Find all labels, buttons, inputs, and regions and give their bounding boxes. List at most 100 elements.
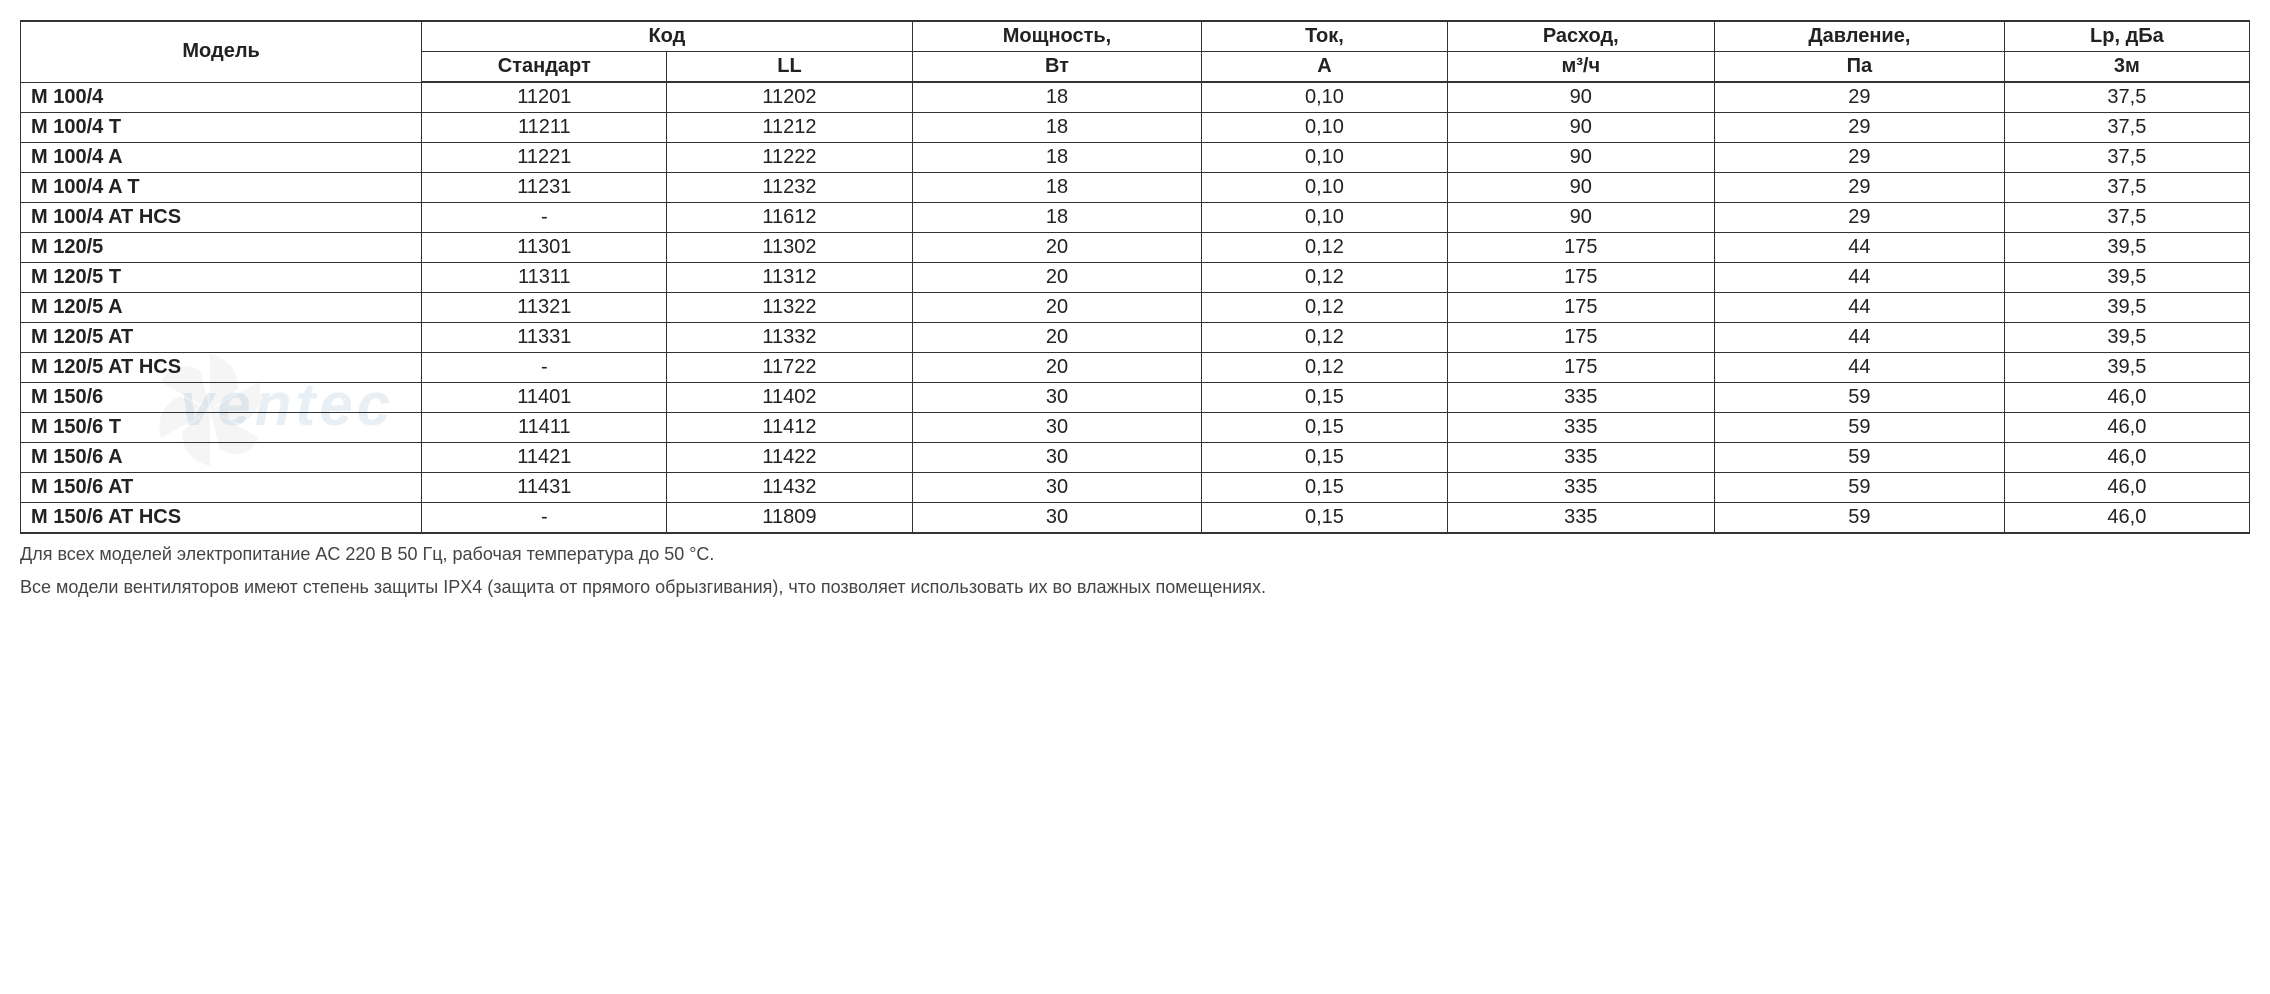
cell-pressure: 44 (1715, 293, 2005, 323)
cell-noise: 46,0 (2004, 473, 2249, 503)
cell-std: 11221 (422, 143, 667, 173)
table-row: M 150/6 T1141111412300,153355946,0 (21, 413, 2250, 443)
cell-noise: 46,0 (2004, 413, 2249, 443)
cell-power: 18 (912, 203, 1202, 233)
header-power-unit: Вт (912, 52, 1202, 83)
cell-ll: 11809 (667, 503, 912, 534)
table-row: M 120/5 T1131111312200,121754439,5 (21, 263, 2250, 293)
cell-std: 11331 (422, 323, 667, 353)
cell-ll: 11222 (667, 143, 912, 173)
cell-model: M 120/5 AT (21, 323, 422, 353)
cell-noise: 37,5 (2004, 173, 2249, 203)
cell-power: 30 (912, 443, 1202, 473)
cell-ll: 11722 (667, 353, 912, 383)
cell-pressure: 59 (1715, 383, 2005, 413)
cell-power: 30 (912, 383, 1202, 413)
footnote-line-1: Для всех моделей электропитание AC 220 В… (20, 542, 2250, 567)
cell-noise: 39,5 (2004, 293, 2249, 323)
cell-current: 0,12 (1202, 263, 1447, 293)
cell-flow: 90 (1447, 113, 1714, 143)
table-row: M 120/5 A1132111322200,121754439,5 (21, 293, 2250, 323)
cell-current: 0,10 (1202, 143, 1447, 173)
cell-flow: 175 (1447, 323, 1714, 353)
cell-flow: 335 (1447, 503, 1714, 534)
header-current: Ток, (1202, 21, 1447, 52)
cell-noise: 39,5 (2004, 263, 2249, 293)
cell-current: 0,15 (1202, 443, 1447, 473)
cell-pressure: 44 (1715, 323, 2005, 353)
cell-pressure: 59 (1715, 413, 2005, 443)
cell-pressure: 44 (1715, 233, 2005, 263)
cell-current: 0,12 (1202, 233, 1447, 263)
cell-ll: 11322 (667, 293, 912, 323)
cell-model: M 150/6 T (21, 413, 422, 443)
cell-pressure: 29 (1715, 173, 2005, 203)
table-row: M 150/6 AT HCS-11809300,153355946,0 (21, 503, 2250, 534)
cell-current: 0,15 (1202, 503, 1447, 534)
cell-model: M 150/6 AT (21, 473, 422, 503)
cell-model: M 100/4 A (21, 143, 422, 173)
table-row: M 120/5 AT1133111332200,121754439,5 (21, 323, 2250, 353)
cell-power: 18 (912, 143, 1202, 173)
cell-noise: 46,0 (2004, 503, 2249, 534)
header-power: Мощность, (912, 21, 1202, 52)
cell-std: 11411 (422, 413, 667, 443)
cell-model: M 150/6 (21, 383, 422, 413)
cell-flow: 175 (1447, 263, 1714, 293)
cell-noise: 39,5 (2004, 323, 2249, 353)
cell-ll: 11412 (667, 413, 912, 443)
cell-model: M 100/4 A T (21, 173, 422, 203)
cell-power: 30 (912, 473, 1202, 503)
cell-pressure: 59 (1715, 473, 2005, 503)
cell-ll: 11212 (667, 113, 912, 143)
cell-power: 18 (912, 82, 1202, 113)
header-current-unit: А (1202, 52, 1447, 83)
cell-std: - (422, 503, 667, 534)
cell-pressure: 59 (1715, 443, 2005, 473)
header-noise-unit: 3м (2004, 52, 2249, 83)
cell-model: M 120/5 (21, 233, 422, 263)
cell-flow: 335 (1447, 383, 1714, 413)
cell-pressure: 29 (1715, 203, 2005, 233)
cell-ll: 11612 (667, 203, 912, 233)
header-flow-unit: м³/ч (1447, 52, 1714, 83)
cell-noise: 39,5 (2004, 353, 2249, 383)
cell-flow: 175 (1447, 353, 1714, 383)
cell-std: 11431 (422, 473, 667, 503)
cell-power: 30 (912, 413, 1202, 443)
cell-flow: 335 (1447, 413, 1714, 443)
cell-power: 20 (912, 323, 1202, 353)
table-row: M 120/51130111302200,121754439,5 (21, 233, 2250, 263)
cell-model: M 100/4 (21, 82, 422, 113)
cell-noise: 37,5 (2004, 113, 2249, 143)
cell-std: - (422, 203, 667, 233)
cell-noise: 37,5 (2004, 143, 2249, 173)
cell-current: 0,12 (1202, 353, 1447, 383)
cell-model: M 120/5 A (21, 293, 422, 323)
cell-ll: 11422 (667, 443, 912, 473)
cell-pressure: 59 (1715, 503, 2005, 534)
cell-std: 11401 (422, 383, 667, 413)
cell-ll: 11312 (667, 263, 912, 293)
cell-model: M 120/5 T (21, 263, 422, 293)
cell-std: 11231 (422, 173, 667, 203)
cell-flow: 90 (1447, 203, 1714, 233)
cell-current: 0,10 (1202, 203, 1447, 233)
cell-power: 20 (912, 263, 1202, 293)
table-row: M 150/61140111402300,153355946,0 (21, 383, 2250, 413)
header-model: Модель (21, 21, 422, 82)
cell-flow: 175 (1447, 293, 1714, 323)
cell-pressure: 29 (1715, 143, 2005, 173)
table-row: M 100/41120111202180,10902937,5 (21, 82, 2250, 113)
cell-current: 0,10 (1202, 113, 1447, 143)
cell-ll: 11332 (667, 323, 912, 353)
cell-flow: 90 (1447, 82, 1714, 113)
cell-flow: 335 (1447, 473, 1714, 503)
cell-model: M 120/5 AT HCS (21, 353, 422, 383)
cell-std: 11201 (422, 82, 667, 113)
cell-noise: 37,5 (2004, 82, 2249, 113)
cell-pressure: 29 (1715, 113, 2005, 143)
table-row: M 150/6 A1142111422300,153355946,0 (21, 443, 2250, 473)
cell-flow: 175 (1447, 233, 1714, 263)
cell-model: M 100/4 T (21, 113, 422, 143)
